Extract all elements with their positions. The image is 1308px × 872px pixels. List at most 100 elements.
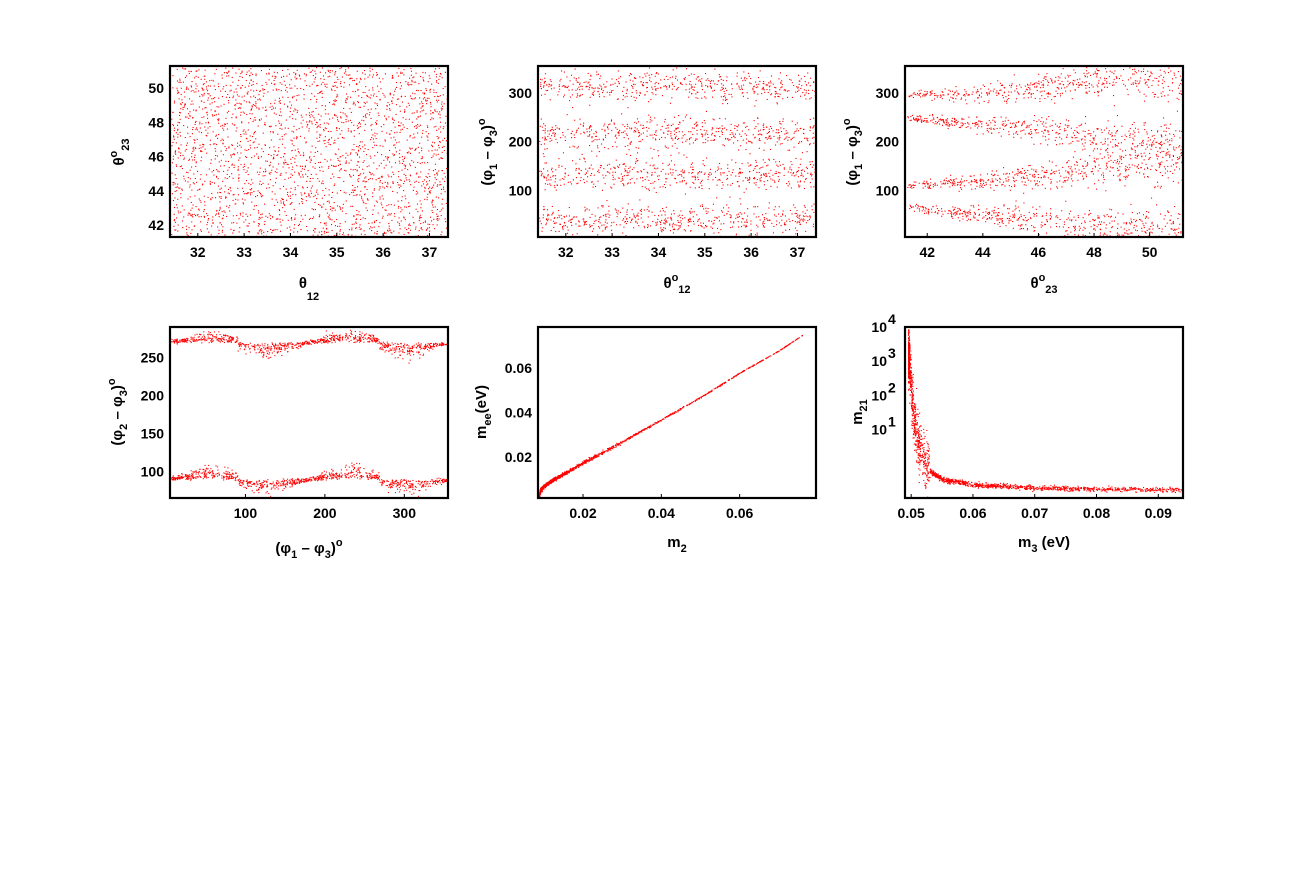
point-672 (203, 94, 205, 96)
point-629 (179, 155, 181, 157)
point-1305 (356, 170, 358, 172)
point-617 (182, 227, 184, 229)
point-1683 (207, 215, 209, 217)
point-273 (1104, 86, 1106, 88)
point-521 (738, 175, 740, 177)
point-457 (432, 212, 434, 214)
point-2030 (361, 141, 363, 143)
point-1658 (341, 121, 343, 123)
point-430 (547, 220, 549, 222)
point-411 (239, 141, 241, 143)
point-245 (589, 224, 591, 226)
point-1523 (183, 216, 185, 218)
point-90 (1085, 91, 1087, 93)
point-985 (563, 183, 565, 185)
point-1851 (558, 91, 560, 93)
point-2033 (424, 220, 426, 222)
point-1817 (221, 124, 223, 126)
point-194 (1030, 96, 1032, 98)
point-888 (191, 152, 193, 154)
point-1762 (777, 93, 779, 95)
point-1190 (775, 132, 777, 134)
point-1567 (677, 87, 679, 89)
point-373 (717, 227, 719, 229)
point-811 (188, 117, 190, 119)
point-1353 (575, 132, 577, 134)
point-727 (655, 191, 657, 193)
point-2533 (283, 185, 285, 187)
point-1848 (566, 76, 568, 78)
point-388 (718, 220, 720, 222)
point-2449 (279, 209, 281, 211)
point-2346 (290, 79, 292, 81)
point-326 (265, 170, 267, 172)
point-1098 (553, 129, 555, 131)
point-804 (355, 218, 357, 220)
point-283 (763, 225, 765, 227)
point-8 (936, 96, 938, 98)
point-541 (768, 172, 770, 174)
point-807 (376, 74, 378, 76)
point-464 (598, 219, 600, 221)
point-2122 (273, 146, 275, 148)
point-1128 (444, 218, 446, 220)
point-74 (753, 213, 755, 215)
point-384 (327, 113, 329, 115)
point-1348 (759, 140, 761, 142)
point-2485 (443, 188, 445, 190)
point-513 (424, 162, 426, 164)
point-961 (629, 182, 631, 184)
point-491 (259, 90, 261, 92)
point-1358 (777, 137, 779, 139)
point-1822 (709, 81, 711, 83)
point-980 (701, 179, 703, 181)
point-1075 (398, 205, 400, 207)
point-1258 (327, 141, 329, 143)
point-1249 (740, 135, 742, 137)
point-2020 (571, 94, 573, 96)
point-438 (575, 223, 577, 225)
point-1423 (635, 130, 637, 132)
point-1852 (268, 79, 270, 81)
point-415 (275, 125, 277, 127)
point-1613 (295, 194, 297, 196)
point-2140 (310, 187, 312, 189)
point-2332 (437, 82, 439, 84)
point-2374 (405, 175, 407, 177)
point-416 (778, 206, 780, 208)
point-1615 (606, 81, 608, 83)
point-1200 (754, 127, 756, 129)
point-1247 (349, 194, 351, 196)
point-635 (607, 171, 609, 173)
point-586 (798, 186, 800, 188)
point-1445 (349, 153, 351, 155)
point-1487 (335, 71, 337, 73)
point-456 (328, 189, 330, 191)
point-1002 (702, 160, 704, 162)
point-1346 (340, 190, 342, 192)
point-1863 (403, 74, 405, 76)
point-569 (640, 170, 642, 172)
point-866 (646, 171, 648, 173)
point-1963 (567, 87, 569, 89)
point-1279 (627, 125, 629, 127)
point-1434 (311, 145, 313, 147)
point-2253 (271, 82, 273, 84)
point-260 (337, 205, 339, 207)
point-2499 (180, 144, 182, 146)
point-405 (404, 168, 406, 170)
point-2587 (172, 75, 174, 77)
point-989 (789, 168, 791, 170)
point-1743 (281, 198, 283, 200)
point-34 (393, 155, 395, 157)
point-1052 (576, 130, 578, 132)
point-529 (634, 182, 636, 184)
point-24 (784, 215, 786, 217)
point-371 (191, 189, 193, 191)
point-215 (641, 208, 643, 210)
point-2013 (777, 95, 779, 97)
point-1910 (207, 97, 209, 99)
point-843 (550, 169, 552, 171)
point-1986 (338, 128, 340, 130)
